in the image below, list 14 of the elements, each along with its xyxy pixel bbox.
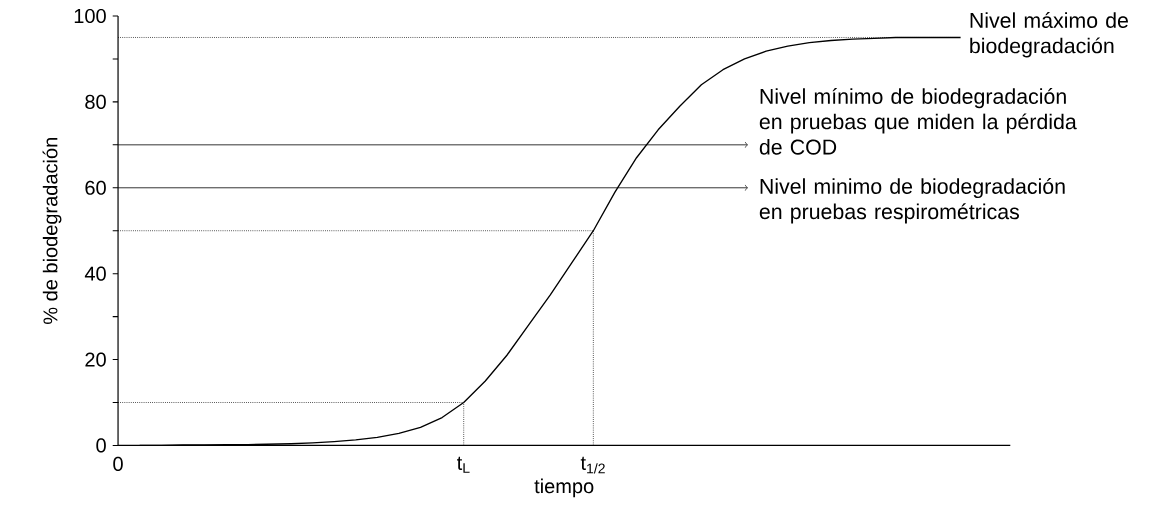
x-axis-title: tiempo bbox=[534, 478, 594, 497]
x-tick-label: t$_{1/2}$ bbox=[580, 456, 605, 474]
y-axis-title: % de biodegradación bbox=[42, 137, 62, 324]
y-tick-label: 20 bbox=[85, 352, 106, 367]
y-tick-label: 40 bbox=[84, 266, 106, 281]
y-tick-label: 0 bbox=[96, 438, 106, 453]
ref-line-label: Nivel máximo de biodegradación bbox=[970, 11, 1128, 58]
y-tick-label: 100 bbox=[74, 8, 106, 23]
x-tick-label: t$_{L}$ bbox=[457, 456, 470, 473]
y-tick-label: 60 bbox=[85, 180, 106, 195]
y-tick-label: 80 bbox=[85, 94, 106, 109]
x-tick-label: 0 bbox=[113, 456, 123, 471]
ref-line-label: Nivel mínimo de biodegradación en pruebas que miden la pérdida de COD bbox=[759, 87, 1077, 155]
ref-line-label: Nivel minimo de biodegradación en pruebas respirométricas bbox=[759, 177, 1065, 224]
